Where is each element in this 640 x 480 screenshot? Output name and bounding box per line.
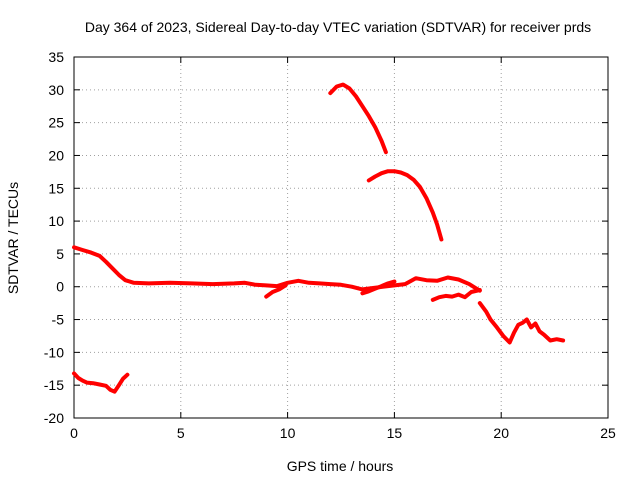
x-tick-label: 10 — [280, 425, 296, 441]
grid — [74, 57, 608, 418]
y-tick-label: 35 — [48, 49, 64, 65]
x-tick-label: 25 — [600, 425, 616, 441]
plot-frame — [73, 56, 609, 419]
axis-ticks: 0 5 10 15 20 25 -20 -15 -10 -5 0 5 10 15 20 25 30 35 — [44, 49, 616, 441]
series-early-negative — [72, 371, 130, 394]
y-tick-label: -10 — [44, 344, 64, 360]
series-late-track-17-19h — [430, 288, 482, 302]
y-tick-label: 20 — [48, 147, 64, 163]
series-arc-middle — [366, 169, 444, 242]
y-tick-label: 10 — [48, 213, 64, 229]
y-tick-label: 0 — [56, 279, 64, 295]
y-tick-label: 30 — [48, 82, 64, 98]
series-secondary-track-13-15h — [360, 279, 397, 296]
x-axis-label: GPS time / hours — [287, 458, 394, 474]
x-tick-label: 15 — [387, 425, 403, 441]
series-decline-19-23h — [477, 301, 566, 345]
series-arc-upper — [328, 82, 388, 155]
y-tick-label: 15 — [48, 180, 64, 196]
series-main-track — [72, 245, 482, 293]
x-tick-label: 5 — [177, 425, 185, 441]
y-tick-label: -20 — [44, 410, 64, 426]
series-segment-after-9h — [264, 283, 288, 299]
chart-title: Day 364 of 2023, Sidereal Day-to-day VTE… — [85, 19, 591, 35]
y-tick-label: -5 — [52, 312, 65, 328]
data-series — [72, 82, 566, 394]
y-axis-label: SDTVAR / TECUs — [5, 182, 21, 294]
y-tick-label: 25 — [48, 115, 64, 131]
x-tick-label: 0 — [70, 425, 78, 441]
y-tick-label: 5 — [56, 246, 64, 262]
x-tick-label: 20 — [493, 425, 509, 441]
y-tick-label: -15 — [44, 377, 64, 393]
